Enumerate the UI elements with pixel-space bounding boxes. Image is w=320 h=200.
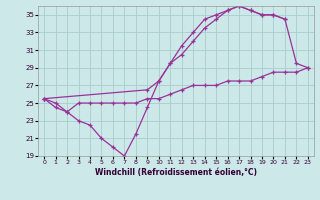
X-axis label: Windchill (Refroidissement éolien,°C): Windchill (Refroidissement éolien,°C) xyxy=(95,168,257,177)
